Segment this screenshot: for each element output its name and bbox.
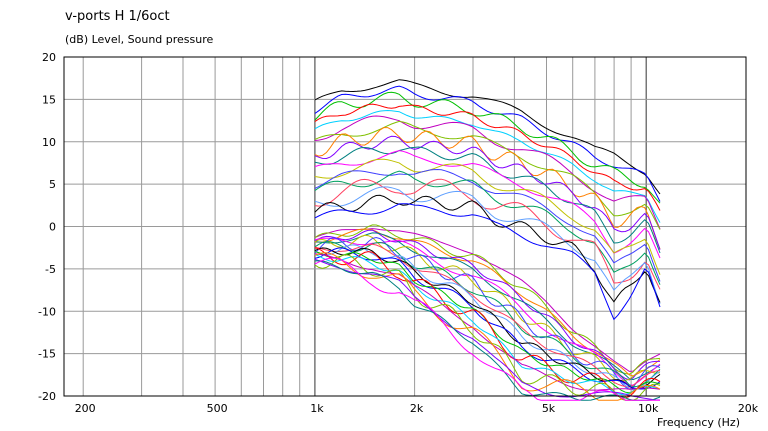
series-line [314, 91, 661, 204]
series-line [314, 178, 661, 290]
series-line [314, 79, 661, 195]
series-line [314, 257, 660, 401]
series-line [314, 158, 661, 275]
series-line [314, 234, 661, 382]
series-line [314, 247, 661, 390]
series-line [314, 150, 661, 259]
x-tick-label: 20k [738, 402, 759, 415]
y-tick-label: -5 [45, 263, 56, 276]
series-line [314, 258, 661, 401]
series-line [314, 194, 661, 303]
y-tick-label: -20 [38, 390, 56, 403]
series-line [314, 103, 661, 211]
series-line [314, 186, 661, 304]
series-line [314, 146, 661, 254]
series-line [314, 243, 661, 388]
series-line [314, 109, 661, 223]
series-line [314, 236, 661, 390]
series-line [314, 252, 661, 401]
chart-title: v-ports H 1/6oct [65, 9, 170, 24]
y-tick-label: 15 [42, 93, 56, 106]
series-line [314, 168, 661, 282]
series-line [314, 229, 660, 381]
y-tick-label: 10 [42, 136, 56, 149]
x-tick-label: 10k [638, 402, 659, 415]
series-line [314, 203, 661, 321]
grid [64, 56, 746, 397]
series-line [314, 253, 661, 391]
x-tick-label: 1k [310, 402, 324, 415]
series-line [314, 254, 661, 396]
y-tick-label: -10 [38, 305, 56, 318]
series-line [314, 247, 661, 399]
series-line [314, 120, 661, 230]
y-tick-label: 5 [49, 178, 56, 191]
y-tick-label: 0 [49, 221, 56, 234]
chart-subtitle: (dB) Level, Sound pressure [65, 33, 214, 46]
curves [314, 79, 661, 401]
x-tick-label: 5k [542, 402, 556, 415]
x-tick-label: 200 [75, 402, 96, 415]
series-line [314, 232, 661, 381]
x-axis-label: Frequency (Hz) [657, 416, 740, 429]
x-tick-label: 2k [410, 402, 424, 415]
series-line [314, 244, 661, 391]
series-line [314, 254, 661, 401]
series-line [314, 85, 661, 202]
axis-ticks: 20 15 10 5 0 -5 -10 -15 -20 200 500 1k 2k 5k 10k 20k [38, 51, 759, 415]
series-line [314, 170, 661, 285]
plot-frame [63, 56, 747, 397]
y-tick-label: -15 [38, 348, 56, 361]
series-line [314, 260, 661, 401]
x-tick-label: 500 [207, 402, 228, 415]
y-tick-label: 20 [42, 51, 56, 64]
